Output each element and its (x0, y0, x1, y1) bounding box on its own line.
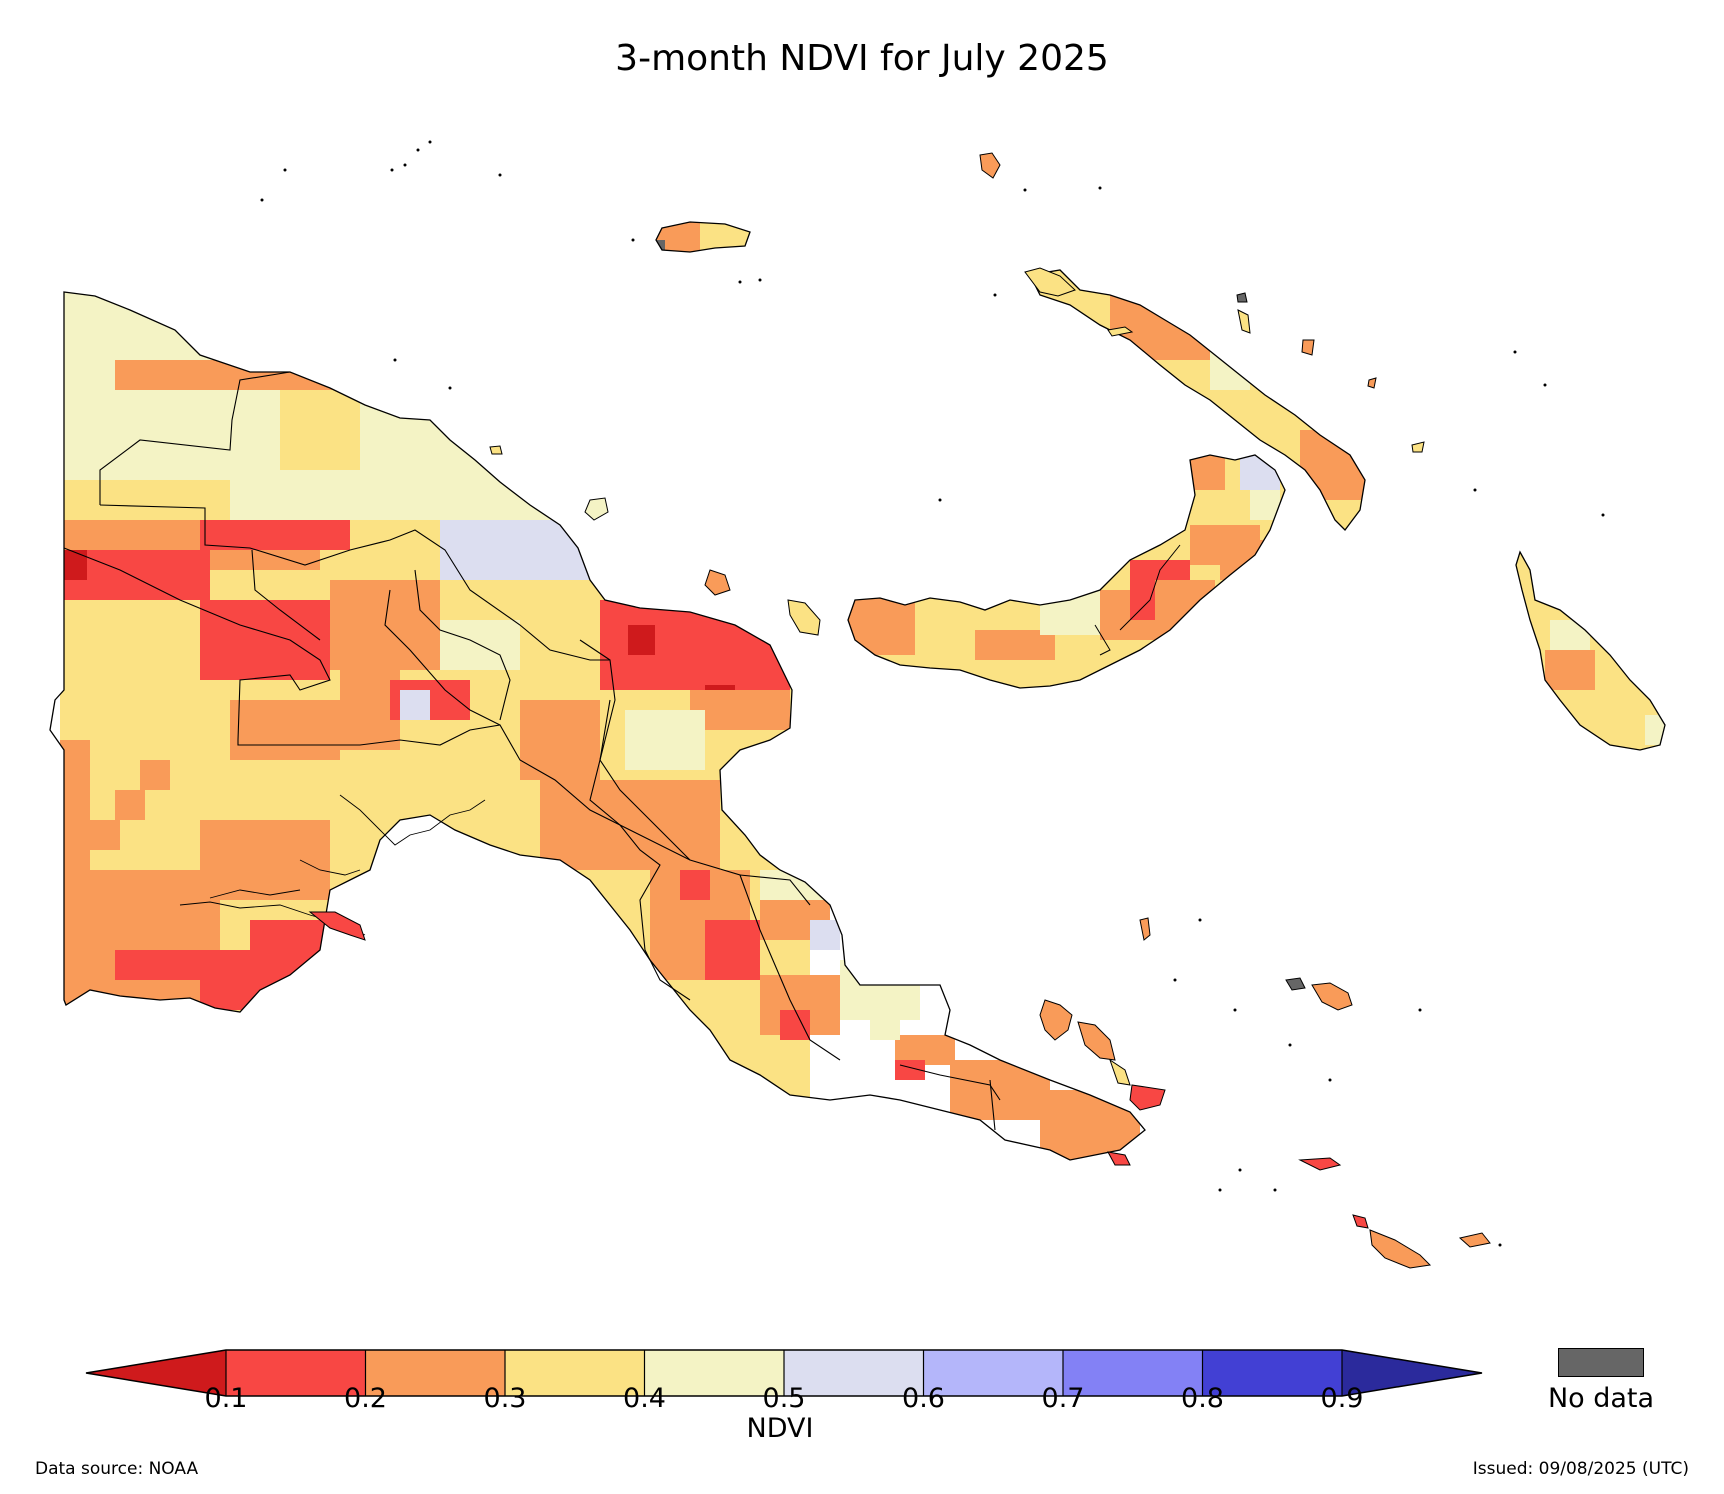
tick-label: 0.3 (483, 1383, 527, 1414)
issued-date: Issued: 09/08/2025 (UTC) (1472, 1459, 1689, 1479)
mainland-coastline (49, 291, 1146, 1161)
tick-label: 0.4 (623, 1383, 666, 1414)
tick-label: 0.1 (204, 1383, 248, 1414)
tick-label: 0.6 (902, 1383, 945, 1414)
colorbar-bin (505, 1350, 645, 1396)
colorbar-bin (1202, 1350, 1342, 1396)
manus-coastline (655, 221, 751, 253)
no-data-label: No data (1547, 1383, 1655, 1414)
tick-label: 0.9 (1320, 1383, 1364, 1414)
colorbar-bin (226, 1350, 366, 1396)
colorbar-bin (644, 1350, 784, 1396)
colorbar-bin (1063, 1350, 1203, 1396)
bougainville-coastline (1515, 550, 1666, 751)
tick-label: 0.5 (762, 1383, 806, 1414)
colorbar-label: NDVI (746, 1413, 814, 1444)
tick-label: 0.7 (1041, 1383, 1085, 1414)
data-source: Data source: NOAA (35, 1459, 199, 1479)
colorbar-bin (923, 1350, 1063, 1396)
colorbar-bin (784, 1350, 924, 1396)
small-islands (489, 152, 1491, 1269)
tiny-islets (260, 140, 1605, 1247)
colorbar-over-arrow (1342, 1350, 1482, 1396)
no-data-swatch (1558, 1348, 1644, 1377)
province-boundaries (63, 371, 1001, 1131)
colorbar-under-arrow (86, 1350, 226, 1396)
new-britain-boundary (1094, 544, 1181, 656)
map-title: 3-month NDVI for July 2025 (615, 38, 1109, 79)
new-ireland-coastline (1029, 269, 1366, 531)
delta-island (308, 911, 366, 941)
tick-label: 0.2 (344, 1383, 387, 1414)
new-britain-coastline (847, 454, 1286, 689)
tick-label: 0.8 (1181, 1383, 1224, 1414)
colorbar-bin (365, 1350, 505, 1396)
